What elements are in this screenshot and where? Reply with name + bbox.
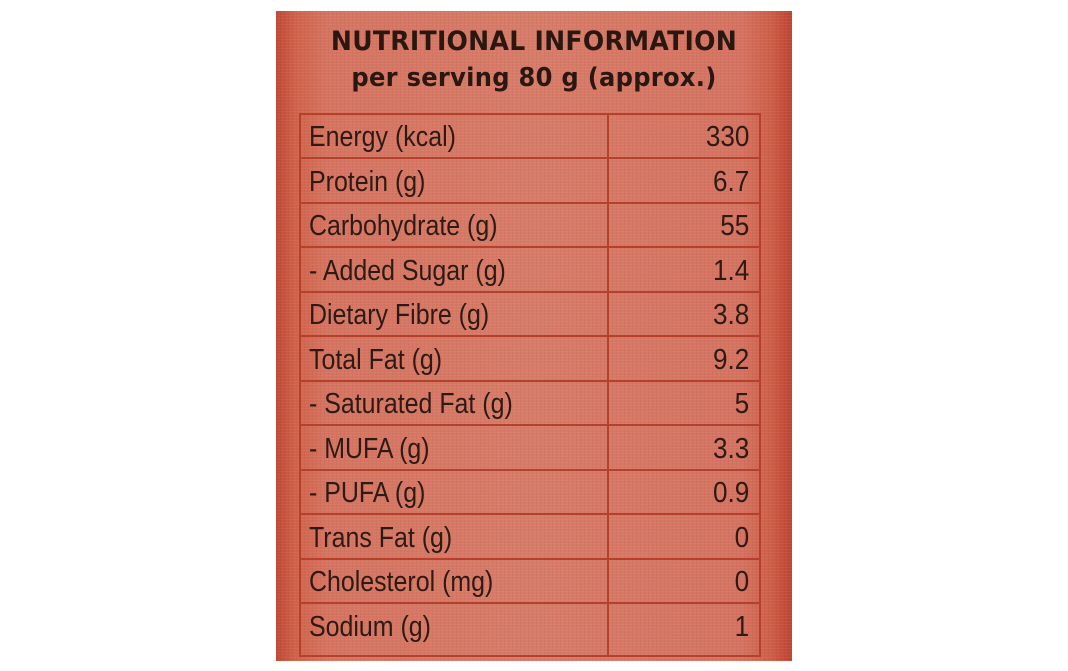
nutrient-value: 330: [705, 121, 749, 153]
nutrient-label: Cholesterol (mg): [309, 566, 494, 598]
nutrient-row-energy: Energy (kcal) 330: [301, 115, 759, 159]
nutrition-title: NUTRITIONAL INFORMATION: [330, 26, 738, 57]
nutrition-label-photo: NUTRITIONAL INFORMATION per serving 80 g…: [276, 11, 792, 661]
nutrient-label: Total Fat (g): [309, 343, 443, 376]
nutrient-label: - Added Sugar (g): [309, 254, 506, 287]
nutrition-table: Energy (kcal) 330 Protein (g) 6.7 Carboh…: [299, 113, 761, 657]
nutrient-value: 0: [734, 521, 749, 554]
nutrient-row-trans-fat: Trans Fat (g) 0: [301, 516, 759, 560]
nutrient-row-total-fat: Total Fat (g) 9.2: [301, 338, 759, 382]
nutrient-value: 1: [734, 610, 749, 643]
nutrient-label: Trans Fat (g): [309, 521, 453, 554]
nutrient-value: 1.4: [712, 254, 749, 287]
nutrient-value: 0: [734, 566, 749, 598]
nutrient-value: 6.7: [712, 165, 749, 198]
nutrient-value: 3.8: [712, 299, 749, 331]
nutrient-row-carbohydrate: Carbohydrate (g) 55: [301, 204, 759, 248]
nutrient-value: 0.9: [712, 477, 749, 509]
nutrient-label: - MUFA (g): [309, 432, 430, 465]
nutrient-value: 3.3: [712, 432, 749, 465]
nutrient-label: Energy (kcal): [309, 121, 456, 153]
nutrient-row-cholesterol: Cholesterol (mg) 0: [301, 560, 759, 604]
nutrient-value: 5: [734, 388, 749, 420]
nutrient-row-dietary-fibre: Dietary Fibre (g) 3.8: [301, 293, 759, 337]
nutrient-label: Carbohydrate (g): [309, 210, 498, 242]
nutrient-label: - PUFA (g): [309, 477, 426, 509]
nutrient-row-pufa: - PUFA (g) 0.9: [301, 471, 759, 515]
nutrient-label: Dietary Fibre (g): [309, 299, 490, 331]
nutrient-row-saturated-fat: - Saturated Fat (g) 5: [301, 382, 759, 426]
nutrient-row-added-sugar: - Added Sugar (g) 1.4: [301, 249, 759, 293]
serving-size: per serving 80 g (approx.): [351, 63, 717, 93]
nutrient-row-sodium: Sodium (g) 1: [301, 605, 759, 649]
nutrient-label: - Saturated Fat (g): [309, 388, 513, 420]
nutrient-label: Protein (g): [309, 165, 426, 198]
nutrient-label: Sodium (g): [309, 610, 431, 643]
nutrient-value: 9.2: [712, 343, 749, 376]
column-divider: [607, 115, 609, 655]
nutrient-row-mufa: - MUFA (g) 3.3: [301, 427, 759, 471]
nutrient-row-protein: Protein (g) 6.7: [301, 160, 759, 204]
nutrient-value: 55: [719, 210, 749, 242]
